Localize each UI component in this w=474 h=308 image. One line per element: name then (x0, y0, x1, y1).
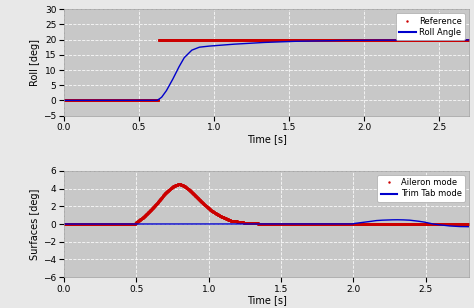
Line: Aileron mode: Aileron mode (63, 183, 470, 225)
Roll Angle (131, 99, 137, 102)
Aileron mode (415, 222, 420, 226)
Trim Tab mode (217, 222, 222, 226)
Legend: Aileron mode, Trim Tab mode: Aileron mode, Trim Tab mode (377, 175, 465, 202)
Reference (234, 38, 240, 42)
Aileron mode (458, 222, 464, 226)
Trim Tab mode (234, 222, 240, 226)
Roll Angle (217, 43, 222, 47)
Roll Angle (234, 42, 240, 46)
Trim Tab mode (131, 222, 137, 226)
Line: Reference: Reference (63, 38, 470, 101)
Trim Tab mode (61, 222, 67, 226)
Aileron mode (61, 222, 67, 226)
Aileron mode (108, 222, 113, 226)
Aileron mode (466, 222, 472, 226)
Aileron mode (217, 214, 222, 217)
X-axis label: Time [s]: Time [s] (246, 295, 287, 305)
Y-axis label: Surfaces [deg]: Surfaces [deg] (30, 188, 40, 260)
Reference (156, 38, 162, 42)
Reference (466, 38, 472, 42)
Roll Angle (415, 38, 420, 42)
Trim Tab mode (391, 218, 397, 222)
Roll Angle (466, 38, 472, 42)
Roll Angle (61, 99, 67, 102)
Reference (217, 38, 222, 42)
Trim Tab mode (108, 222, 113, 226)
Reference (458, 38, 464, 42)
Aileron mode (234, 220, 240, 223)
Line: Trim Tab mode: Trim Tab mode (64, 220, 469, 227)
Reference (61, 99, 67, 102)
X-axis label: Time [s]: Time [s] (246, 134, 287, 144)
Line: Roll Angle: Roll Angle (64, 40, 469, 100)
Legend: Reference, Roll Angle: Reference, Roll Angle (395, 14, 465, 40)
Trim Tab mode (466, 225, 472, 229)
Aileron mode (177, 182, 182, 186)
Roll Angle (108, 99, 113, 102)
Aileron mode (131, 222, 137, 226)
Y-axis label: Roll [deg]: Roll [deg] (30, 39, 40, 86)
Trim Tab mode (415, 219, 420, 223)
Reference (131, 99, 137, 102)
Reference (108, 99, 113, 102)
Trim Tab mode (458, 225, 464, 229)
Reference (415, 38, 420, 42)
Roll Angle (458, 38, 464, 42)
